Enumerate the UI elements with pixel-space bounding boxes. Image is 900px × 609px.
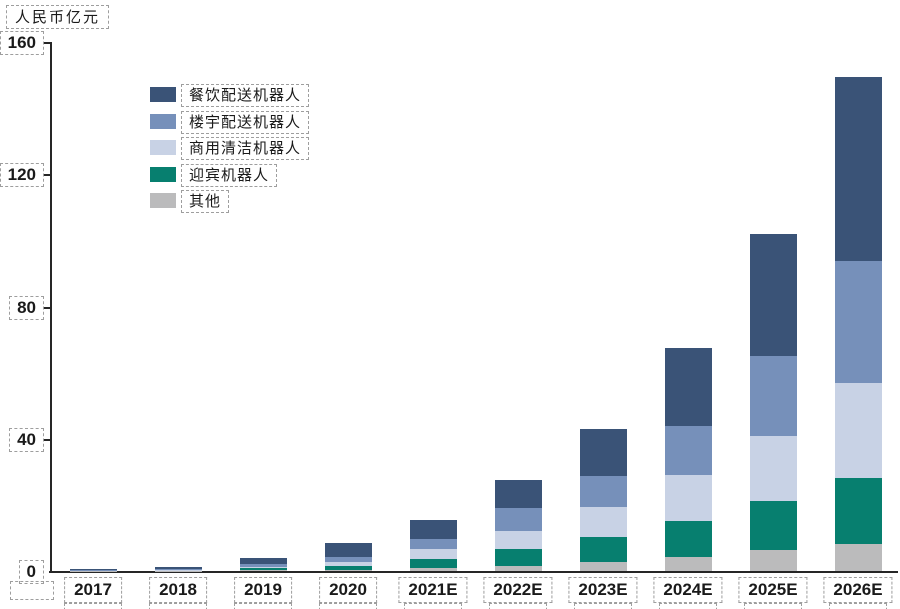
bar-segment-2023E-series-0 (579, 562, 627, 571)
bar-segment-2020-series-1 (324, 566, 372, 570)
bar-segment-2018-series-3 (154, 568, 202, 570)
y-tick-mark-160 (43, 42, 50, 44)
annotation-fragment-2021E (404, 603, 462, 609)
bar-segment-2025E-series-3 (749, 356, 797, 437)
legend-label-3: 楼宇配送机器人 (181, 110, 310, 134)
annotation-fragment-2018 (149, 603, 207, 609)
bar-segment-2022E-series-0 (494, 566, 542, 571)
annotation-fragment-2020 (319, 603, 377, 609)
y-tick-label-120: 120 (0, 163, 44, 188)
y-tick-mark-120 (43, 174, 50, 177)
bar-segment-2021E-series-0 (409, 567, 457, 571)
bar-segment-2024E-series-4 (664, 348, 712, 426)
annotation-fragment-2017 (64, 603, 122, 609)
bar-segment-2022E-series-2 (494, 530, 542, 549)
bar-segment-2017-series-3 (69, 569, 117, 571)
legend-label-4: 餐饮配送机器人 (181, 84, 310, 107)
bar-segment-2025E-series-4 (749, 234, 797, 357)
bar-segment-2026E-series-2 (834, 382, 882, 479)
bar-segment-2019-series-2 (239, 566, 287, 569)
bar-segment-2022E-series-3 (494, 508, 542, 531)
annotation-fragment-2019 (234, 603, 292, 609)
bar-segment-2023E-series-4 (579, 429, 627, 476)
x-axis-label-2018: 2018 (149, 577, 207, 603)
y-tick-label-80: 80 (9, 295, 44, 320)
x-axis-line (49, 571, 898, 573)
y-tick-mark-80 (43, 306, 50, 309)
bar-segment-2026E-series-1 (834, 478, 882, 545)
y-tick-label-40: 40 (9, 427, 44, 452)
legend-label-2: 商用清洁机器人 (181, 137, 310, 160)
annotation-fragment-2025E (744, 603, 802, 609)
bar-segment-2019-series-4 (239, 557, 287, 565)
bar-segment-2022E-series-1 (494, 548, 542, 567)
bar-segment-2022E-series-4 (494, 480, 542, 509)
bar-segment-2026E-series-4 (834, 77, 882, 262)
legend-label-1: 迎宾机器人 (181, 163, 278, 187)
x-axis-label-2024E: 2024E (653, 577, 723, 603)
bar-segment-2017-series-2 (69, 570, 117, 571)
y-tick-mark-40 (43, 438, 50, 441)
y-axis-unit-label: 人民币亿元 (6, 5, 110, 29)
bar-segment-2020-series-2 (324, 561, 372, 567)
bar-segment-2021E-series-1 (409, 559, 457, 568)
y-axis-line (50, 42, 52, 573)
legend-swatch-1 (150, 166, 176, 182)
bar-segment-2018-series-1 (154, 570, 202, 571)
bar-segment-2025E-series-1 (749, 501, 797, 550)
legend-swatch-4 (150, 87, 176, 102)
x-axis-label-2023E: 2023E (568, 577, 638, 603)
bar-segment-2024E-series-1 (664, 521, 712, 558)
x-axis-label-2019: 2019 (234, 577, 292, 603)
annotation-fragment-2026E (829, 603, 887, 609)
bar-segment-2018-series-4 (154, 566, 202, 569)
legend-label-0: 其他 (181, 190, 230, 213)
bar-segment-2023E-series-1 (579, 536, 627, 563)
bar-segment-2025E-series-0 (749, 549, 797, 571)
bar-segment-2020-series-4 (324, 542, 372, 557)
bar-segment-2020-series-3 (324, 556, 372, 562)
x-axis-label-2026E: 2026E (823, 577, 893, 603)
bar-segment-2021E-series-2 (409, 548, 457, 560)
annotation-fragment-bottom-left (10, 581, 54, 600)
bar-segment-2017-series-4 (69, 569, 117, 570)
bar-segment-2018-series-0 (154, 570, 202, 572)
bar-segment-2025E-series-2 (749, 436, 797, 502)
annotation-fragment-2024E (659, 603, 717, 609)
bar-segment-2026E-series-0 (834, 544, 882, 571)
bar-segment-2017-series-0 (69, 570, 117, 572)
bar-segment-2019-series-3 (239, 564, 287, 567)
x-axis-label-2017: 2017 (64, 577, 122, 603)
legend-swatch-0 (150, 193, 176, 208)
x-axis-label-2025E: 2025E (738, 577, 808, 603)
bar-segment-2019-series-1 (239, 568, 287, 571)
annotation-fragment-2022E (489, 603, 547, 609)
x-axis-label-2022E: 2022E (483, 577, 553, 603)
legend-swatch-3 (150, 113, 176, 129)
y-tick-label-0: 0 (18, 560, 44, 584)
bar-segment-2024E-series-3 (664, 425, 712, 476)
bar-segment-2021E-series-4 (409, 519, 457, 539)
x-axis-label-2020: 2020 (319, 577, 377, 603)
bar-segment-2023E-series-2 (579, 506, 627, 537)
legend-swatch-2 (150, 140, 176, 155)
bar-segment-2024E-series-0 (664, 557, 712, 571)
annotation-fragment-2023E (574, 603, 632, 609)
x-axis-label-2021E: 2021E (398, 577, 468, 603)
bar-segment-2019-series-0 (239, 570, 287, 571)
bar-segment-2018-series-2 (154, 569, 202, 571)
bar-segment-2026E-series-3 (834, 261, 882, 383)
y-tick-label-160: 160 (0, 31, 44, 55)
bar-segment-2021E-series-3 (409, 538, 457, 549)
bar-segment-2020-series-0 (324, 570, 372, 571)
bar-segment-2023E-series-3 (579, 475, 627, 507)
bar-segment-2024E-series-2 (664, 475, 712, 522)
